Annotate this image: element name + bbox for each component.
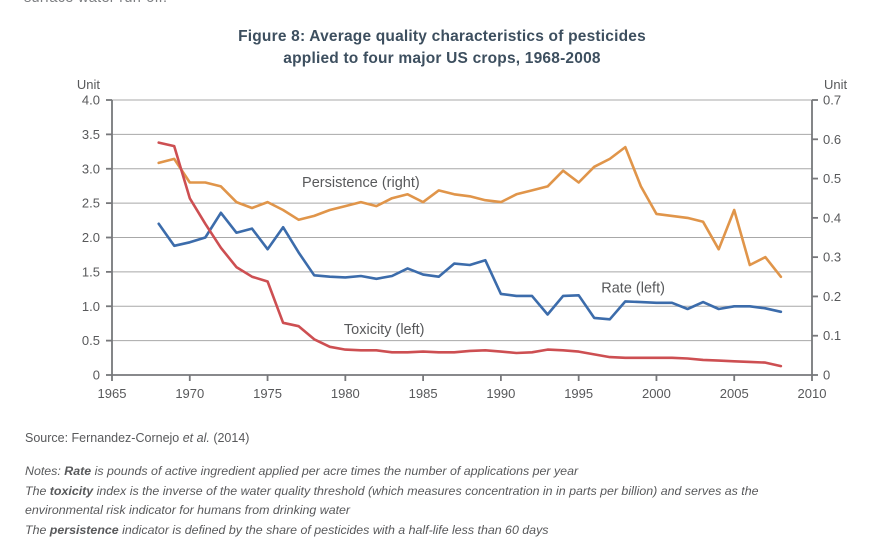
source-line: Source: Fernandez-Cornejo et al. (2014) [25,431,249,445]
series-label-toxicity: Toxicity (left) [344,322,425,338]
y-left-tick-label: 1.5 [82,264,100,279]
x-tick-label: 1990 [486,386,515,401]
note-rate: Notes: Rate is pounds of active ingredie… [25,464,579,478]
x-tick-label: 2005 [720,386,749,401]
note-toxicity-line2: environmental risk indicator for humans … [25,503,351,518]
y-left-axis-unit-label: Unit [77,77,101,92]
x-tick-label: 2010 [798,386,827,401]
series-line-rate [157,211,783,321]
note-toxicity: The toxicity index is the inverse of the… [25,483,759,498]
note-persistence-term: persistence [49,522,119,537]
note-persistence: The persistence indicator is defined by … [25,522,549,537]
source-prefix: Source: Fernandez-Cornejo [25,431,183,445]
y-right-tick-label: 0.2 [823,289,841,304]
x-tick-label: 1975 [253,386,282,401]
y-right-tick-label: 0.3 [823,250,841,265]
y-right-tick-label: 0.1 [823,328,841,343]
y-left-tick-label: 3.0 [82,161,100,176]
line-chart: 4.0 3.5 3.0 2.5 2.0 1.5 1.0 0.5 0 0.7 0.6 0.5 0.4 0.3… [77,77,848,401]
y-right-tick-label: 0 [823,368,830,383]
source-year: (2014) [209,431,250,445]
x-tick-label: 1995 [564,386,593,401]
x-tick-label: 1985 [409,386,438,401]
y-left-tick-label: 0.5 [82,333,100,348]
series-label-persistence: Persistence (right) [302,175,420,191]
series-line-persistence [157,145,783,279]
source-etal: et al. [182,431,210,445]
cropped-header-text-content: surface water run-off. [24,0,444,6]
x-tick-label: 1970 [175,386,204,401]
y-left-tick-label: 1.0 [82,299,100,314]
y-right-axis-unit-label: Unit [824,77,848,92]
y-left-tick-label: 3.5 [82,127,100,142]
series-label-rate: Rate (left) [601,281,665,297]
y-left-tick-label: 2.0 [82,230,100,245]
y-left-tick-label: 4.0 [82,93,100,108]
y-right-tick-label: 0.6 [823,132,841,147]
figure-title-line2: applied to four major US crops, 1968-200… [283,50,601,67]
note-toxicity-term: toxicity [49,483,94,498]
notes-block: Notes: Rate is pounds of active ingredie… [25,462,759,540]
y-left-tick-label: 2.5 [82,196,100,211]
figure-title: Figure 8: Average quality characteristic… [0,26,884,70]
y-right-tick-label: 0.4 [823,210,841,225]
cropped-header-text: surface water run-off. [24,0,444,8]
note-rate-term: Rate [64,464,92,478]
figure-title-line1: Figure 8: Average quality characteristic… [238,28,646,45]
x-tick-label: 2000 [642,386,671,401]
y-right-tick-label: 0.5 [823,171,841,186]
x-tick-label: 1965 [98,386,127,401]
y-left-tick-label: 0 [93,368,100,383]
x-tick-label: 1980 [331,386,360,401]
series-line-toxicity [157,141,783,368]
y-right-tick-label: 0.7 [823,93,841,108]
